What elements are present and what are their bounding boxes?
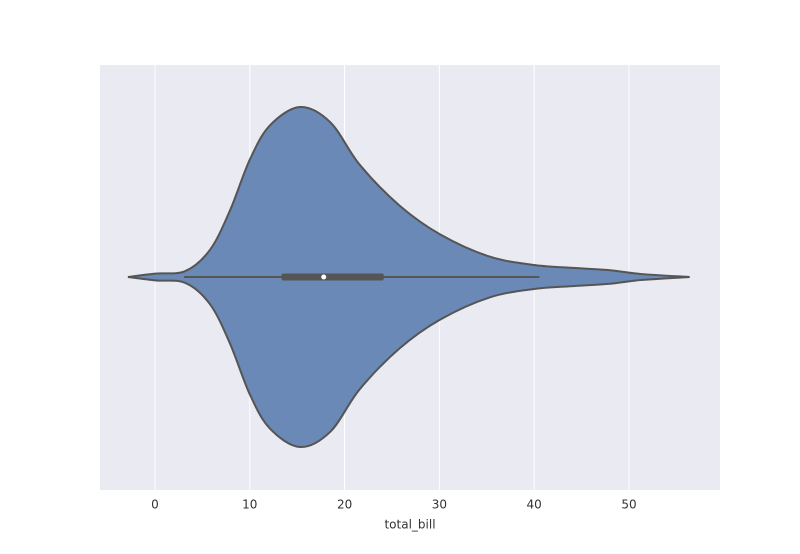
- x-tick-label: 20: [337, 498, 352, 512]
- x-tick-label: 10: [242, 498, 257, 512]
- x-tick-label: 50: [621, 498, 636, 512]
- median: [321, 274, 327, 280]
- x-tick-label: 30: [432, 498, 447, 512]
- x-axis-label: total_bill: [384, 518, 435, 532]
- x-tick-label: 40: [527, 498, 542, 512]
- x-tick-label: 0: [151, 498, 159, 512]
- iqr-box: [281, 273, 384, 281]
